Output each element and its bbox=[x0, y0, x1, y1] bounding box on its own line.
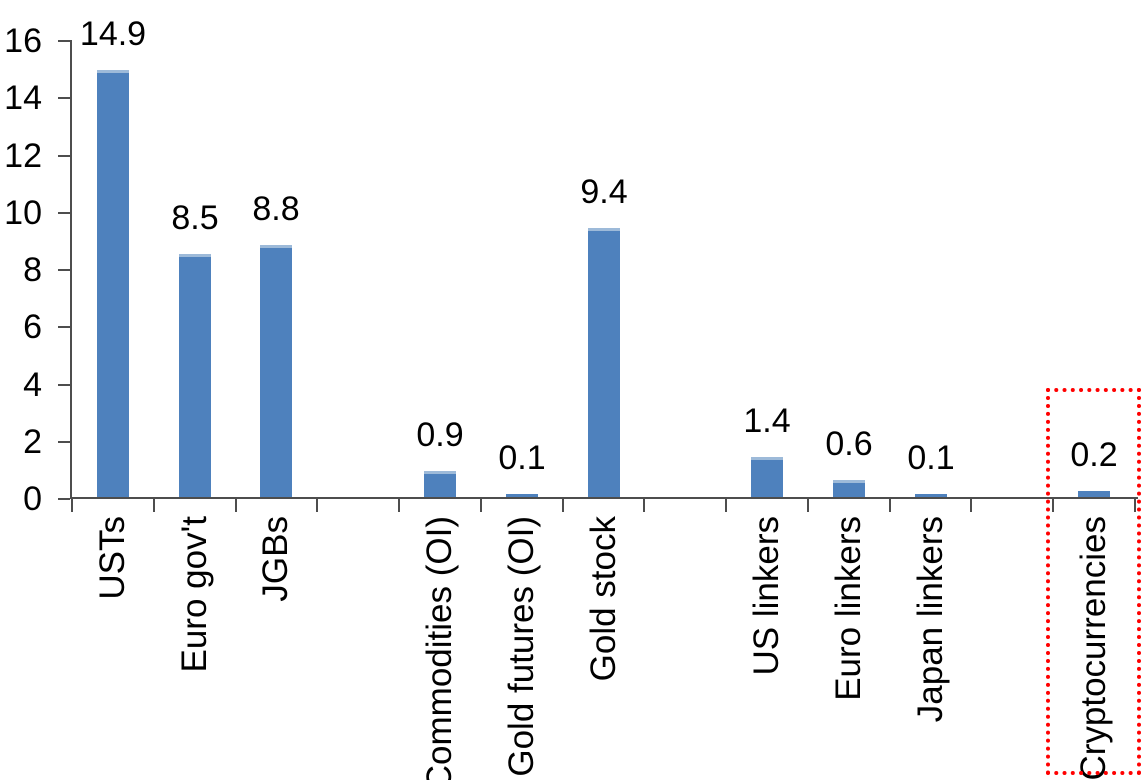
x-tick bbox=[316, 499, 318, 512]
value-label: 0.1 bbox=[498, 439, 546, 477]
x-tick bbox=[889, 499, 891, 512]
category-label-euro-linkers: Euro linkers bbox=[829, 516, 868, 701]
x-tick bbox=[398, 499, 400, 512]
value-label: 14.9 bbox=[79, 15, 147, 53]
bar-us-linkers bbox=[751, 457, 783, 497]
y-tick bbox=[58, 326, 70, 328]
x-tick bbox=[235, 499, 237, 512]
bar-usts bbox=[97, 70, 129, 497]
x-tick bbox=[562, 499, 564, 512]
category-label-jgbs: JGBs bbox=[256, 516, 295, 602]
y-axis-tick-label: 10 bbox=[4, 194, 42, 232]
y-tick bbox=[58, 384, 70, 386]
highlight-box bbox=[1046, 388, 1141, 775]
bar-japan-linkers bbox=[915, 494, 947, 497]
value-label: 8.8 bbox=[252, 190, 300, 228]
value-label: 9.4 bbox=[580, 173, 628, 211]
x-tick bbox=[71, 499, 73, 512]
value-label: 0.9 bbox=[416, 416, 464, 454]
x-tick bbox=[480, 499, 482, 512]
x-tick bbox=[807, 499, 809, 512]
bar-cryptocurrencies bbox=[1078, 491, 1110, 497]
y-tick bbox=[58, 212, 70, 214]
y-tick bbox=[58, 441, 70, 443]
y-tick bbox=[58, 498, 70, 500]
y-axis-tick-label: 2 bbox=[23, 423, 42, 461]
bar-euro-gov-t bbox=[179, 254, 211, 497]
category-label-usts: USTs bbox=[93, 516, 132, 600]
value-label: 8.5 bbox=[171, 199, 219, 237]
value-label: 0.6 bbox=[825, 425, 873, 463]
bar-euro-linkers bbox=[833, 480, 865, 497]
y-axis-tick-label: 6 bbox=[23, 308, 42, 346]
bar-jgbs bbox=[260, 245, 292, 497]
y-axis-tick-label: 4 bbox=[23, 366, 42, 404]
y-axis bbox=[70, 40, 72, 499]
y-axis-tick-label: 8 bbox=[23, 251, 42, 289]
y-tick bbox=[58, 40, 70, 42]
y-axis-tick-label: 12 bbox=[4, 137, 42, 175]
x-tick bbox=[725, 499, 727, 512]
x-tick bbox=[970, 499, 972, 512]
category-label-euro-gov-t: Euro gov't bbox=[175, 516, 214, 673]
y-tick bbox=[58, 269, 70, 271]
x-tick bbox=[1134, 499, 1136, 512]
bar-gold-futures-oi bbox=[506, 494, 538, 497]
category-label-commodities-oi: Commodities (OI) bbox=[420, 516, 459, 780]
x-tick bbox=[153, 499, 155, 512]
category-label-us-linkers: US linkers bbox=[747, 516, 786, 676]
x-tick bbox=[643, 499, 645, 512]
bar-commodities-oi bbox=[424, 471, 456, 497]
category-label-japan-linkers: Japan linkers bbox=[911, 516, 950, 723]
y-axis-tick-label: 0 bbox=[23, 480, 42, 518]
value-label: 0.1 bbox=[907, 439, 955, 477]
bar-gold-stock bbox=[588, 228, 620, 497]
y-tick bbox=[58, 97, 70, 99]
value-label: 1.4 bbox=[743, 402, 791, 440]
y-axis-tick-label: 14 bbox=[4, 79, 42, 117]
y-axis-tick-label: 16 bbox=[4, 22, 42, 60]
x-axis bbox=[70, 497, 1138, 499]
y-tick bbox=[58, 155, 70, 157]
category-label-gold-stock: Gold stock bbox=[584, 516, 623, 682]
x-tick bbox=[1052, 499, 1054, 512]
category-label-gold-futures-oi: Gold futures (OI) bbox=[502, 516, 541, 777]
value-label: 0.2 bbox=[1070, 436, 1118, 474]
